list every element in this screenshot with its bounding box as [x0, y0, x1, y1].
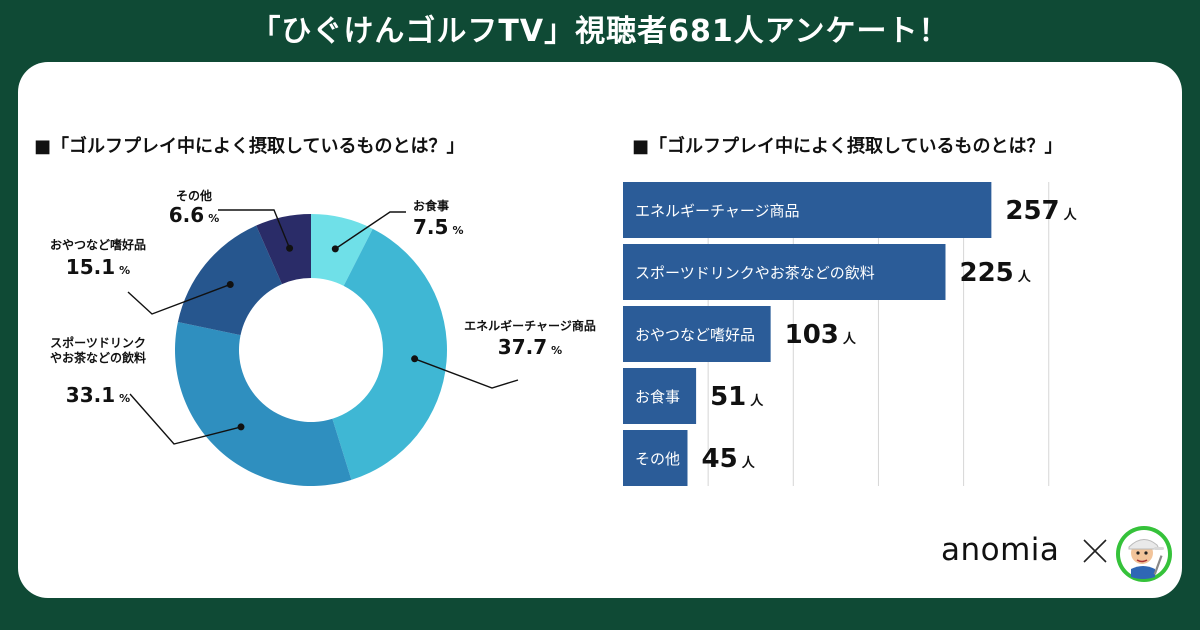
donut-slice-1 [311, 214, 373, 286]
donut-value-label: 37.7% [498, 335, 562, 359]
bar-2 [623, 244, 946, 300]
donut-category-label: エネルギーチャージ商品 [464, 318, 596, 333]
donut-category-label: やお茶などの飲料 [50, 350, 146, 365]
donut-category-label: スポーツドリンク [50, 335, 146, 350]
leader-dot-3 [237, 423, 245, 431]
leader-dot-5 [286, 244, 294, 252]
bar-value-label: 103 人 [785, 320, 857, 350]
bar-4 [623, 368, 697, 424]
bar-5 [623, 430, 688, 486]
golfer-avatar-icon [1116, 526, 1172, 582]
donut-label-1: お食事 7.5% [413, 198, 463, 239]
donut-slice-5 [256, 214, 311, 285]
leader-dot-1 [331, 245, 339, 253]
leader-line-3 [129, 393, 242, 445]
leader-line-4 [127, 283, 231, 315]
bar-category-label: エネルギーチャージ商品 [635, 202, 800, 220]
leader-dot-4 [226, 280, 234, 288]
content-panel: ■「ゴルフプレイ中によく摂取しているものとは？」 ■「ゴルフプレイ中によく摂取し… [18, 62, 1182, 598]
donut-chart: お食事 7.5 % エネルギーチャージ商品 37.7 % スポーツドリンクやお茶などの飲料 3… [50, 188, 596, 486]
donut-value-label: 7.5% [413, 215, 463, 239]
donut-category-label: その他 [176, 188, 212, 203]
bar-category-label: おやつなど嗜好品 [635, 326, 755, 344]
donut-label-2: エネルギーチャージ商品 37.7% [464, 318, 596, 359]
donut-chart-title: ■「ゴルフプレイ中によく摂取しているものとは？」 [34, 136, 465, 157]
bar-1 [623, 182, 992, 238]
donut-label-4: おやつなど嗜好品 15.1% [50, 237, 146, 279]
donut-slice-4 [177, 225, 282, 336]
donut-value-label: 33.1% [66, 383, 130, 407]
bar-value-label: 45 人 [702, 444, 756, 474]
bar-category-label: お食事 [635, 388, 680, 406]
bar-value-label: 51 人 [710, 382, 764, 412]
bar-category-label: スポーツドリンクやお茶などの飲料 [635, 264, 875, 282]
donut-category-label: お食事 [413, 198, 449, 213]
donut-category-label: おやつなど嗜好品 [50, 237, 146, 252]
donut-slice-3 [174, 322, 352, 486]
anomia-logo: anomia [941, 532, 1060, 568]
donut-value-label: 15.1% [66, 255, 130, 279]
leader-line-2 [414, 358, 519, 389]
bar-category-label: その他 [635, 450, 680, 468]
bar-chart-title: ■「ゴルフプレイ中によく摂取しているものとは？」 [632, 136, 1063, 157]
collaboration-x-icon [1083, 539, 1107, 563]
leader-dot-2 [411, 355, 419, 363]
bar-value-label: 257 人 [1005, 196, 1077, 226]
donut-label-3: スポーツドリンクやお茶などの飲料 33.1% [50, 335, 146, 407]
leader-line-1 [334, 211, 406, 250]
page-title: 「ひぐけんゴルフTV」視聴者681人アンケート！ [250, 14, 950, 49]
bar-3 [623, 306, 771, 362]
leader-line-5 [218, 209, 291, 249]
bar-value-label: 225 人 [960, 258, 1032, 288]
donut-value-label: 6.6% [169, 203, 219, 227]
donut-slice-2 [332, 228, 447, 480]
